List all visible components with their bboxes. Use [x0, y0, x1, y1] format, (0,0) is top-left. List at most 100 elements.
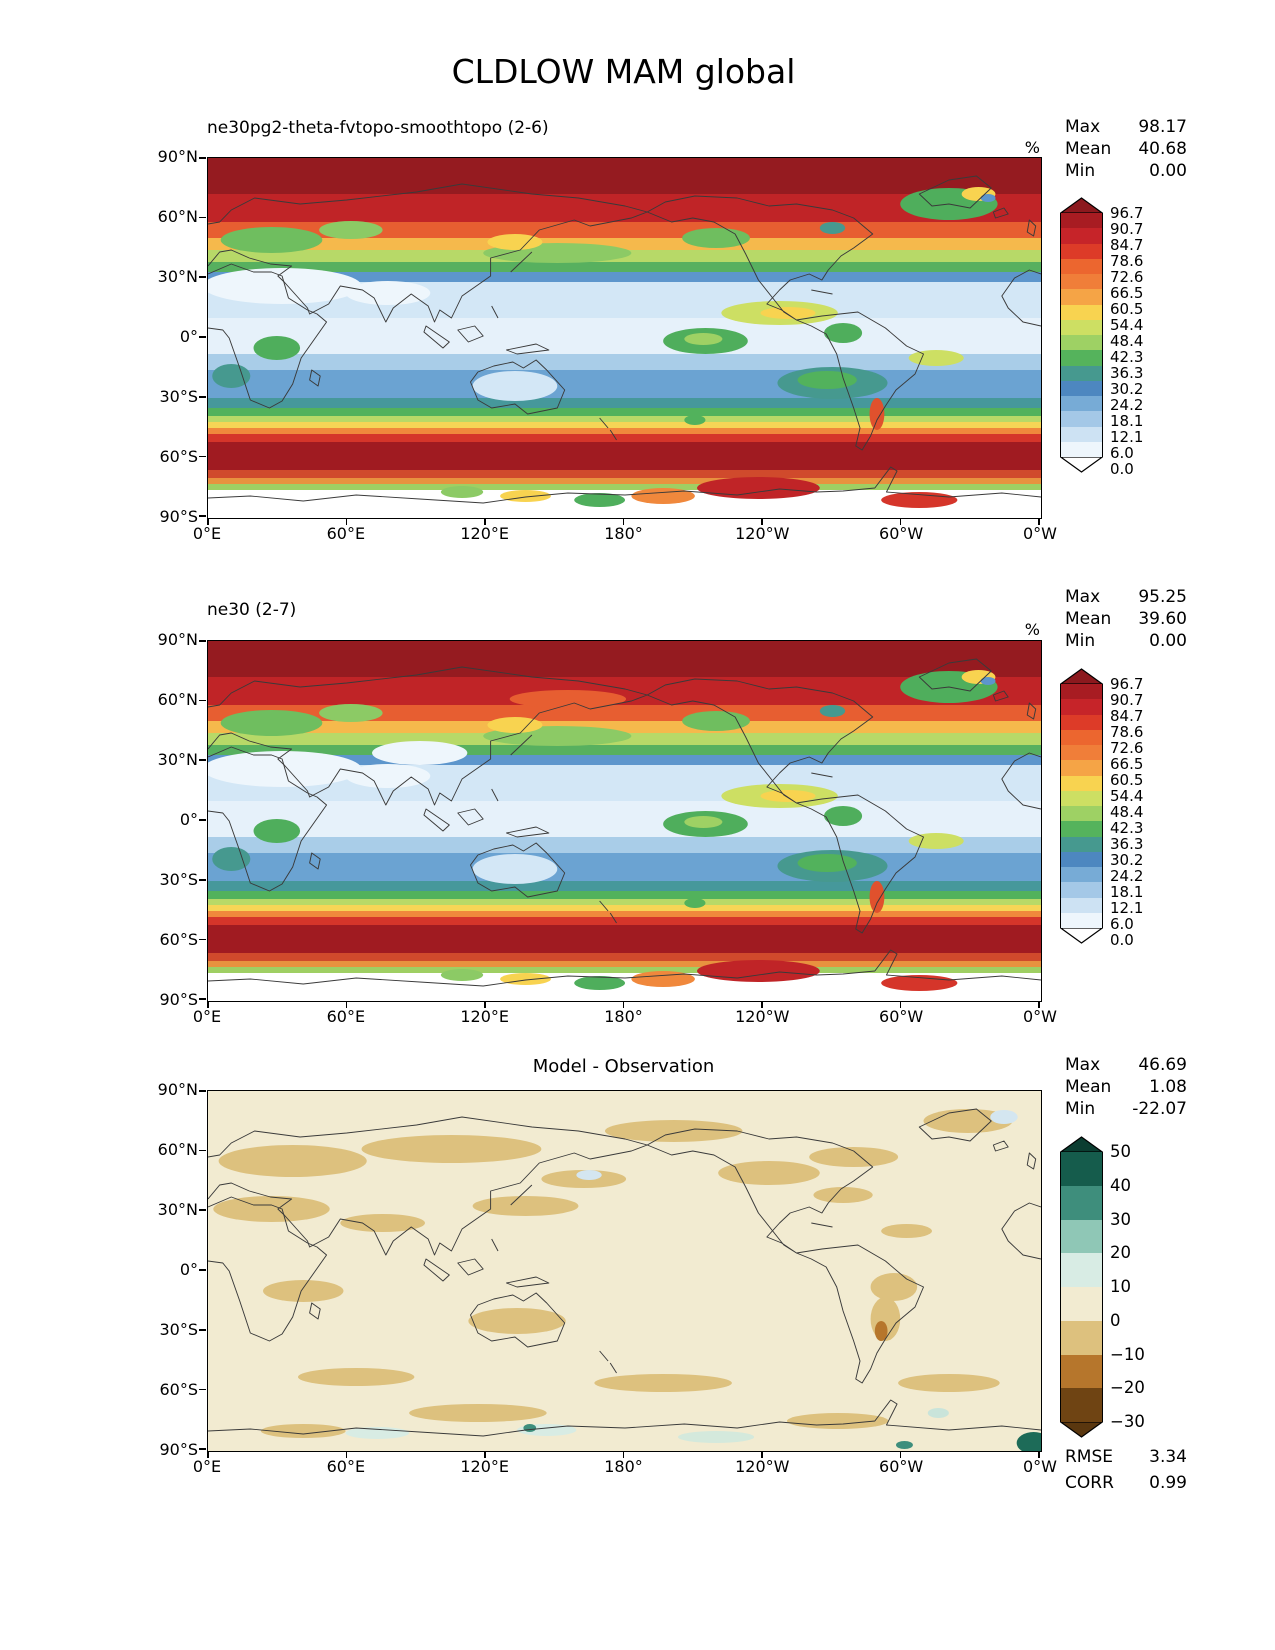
colorbar-tick-label: −20	[1110, 1378, 1145, 1398]
panel3-stats: Max 46.69 Mean 1.08 Min -22.07	[1065, 1054, 1187, 1120]
y-tick-label: 90°N	[157, 147, 198, 166]
x-tick-label: 180°	[604, 1457, 643, 1476]
colorbar-tick-label: 42.3	[1110, 348, 1144, 366]
panel3-y-tickmarks	[199, 1090, 206, 1450]
x-tick-label: 60°W	[879, 1007, 924, 1026]
x-tick-label: 60°E	[326, 1457, 366, 1476]
x-tick-label: 0°E	[192, 1007, 222, 1026]
stat-max-value: 95.25	[1138, 587, 1187, 607]
stat-mean-label: Mean	[1065, 139, 1112, 159]
y-tick-label: 90°S	[159, 1440, 198, 1459]
panel2-y-axis: 90°N 60°N 30°N 0° 30°S 60°S 90°S	[110, 631, 198, 1009]
stat-max-label: Max	[1065, 117, 1101, 137]
colorbar-tick-label: 42.3	[1110, 819, 1144, 837]
panel1-units-label: %	[1024, 138, 1040, 157]
colorbar-tick-label: 72.6	[1110, 268, 1144, 286]
panel2-x-tickmarks	[207, 1001, 1040, 1008]
colorbar-tick-label: 20	[1110, 1243, 1131, 1263]
colorbar-tick-label: 60.5	[1110, 300, 1144, 318]
colorbar-tick-label: 36.3	[1110, 364, 1144, 382]
stat-max-label: Max	[1065, 1055, 1101, 1075]
stat-min-value: -22.07	[1132, 1099, 1187, 1119]
y-tick-label: 30°S	[159, 1320, 198, 1339]
colorbar-tick-label: 18.1	[1110, 883, 1144, 901]
y-tick-label: 60°N	[157, 1140, 198, 1159]
stat-mean-value: 1.08	[1149, 1077, 1187, 1097]
colorbar-tick-label: 72.6	[1110, 739, 1144, 757]
colorbar-tick-label: 84.7	[1110, 236, 1144, 254]
colorbar-tick-label: 36.3	[1110, 835, 1144, 853]
colorbar-tick-label: 0	[1110, 1310, 1121, 1330]
stat-min-value: 0.00	[1149, 631, 1187, 651]
corr-value: 0.99	[1149, 1473, 1187, 1493]
stat-mean-label: Mean	[1065, 1077, 1112, 1097]
colorbar-tick-label: 48.4	[1110, 803, 1144, 821]
panel2-y-tickmarks	[199, 640, 206, 1000]
rmse-label: RMSE	[1065, 1447, 1114, 1467]
panel3-x-tickmarks	[207, 1451, 1040, 1458]
x-tick-label: 60°W	[879, 524, 924, 543]
rmse-value: 3.34	[1149, 1447, 1187, 1467]
x-tick-label: 120°E	[460, 1007, 509, 1026]
colorbar-tick-label: 6.0	[1110, 915, 1134, 933]
y-tick-label: 60°N	[157, 690, 198, 709]
x-tick-label: 0°W	[1022, 524, 1057, 543]
colorbar-tick-label: 6.0	[1110, 444, 1134, 462]
panel2-stats: Max 95.25 Mean 39.60 Min 0.00	[1065, 586, 1187, 652]
colorbar-tick-label: 96.7	[1110, 675, 1144, 693]
x-tick-label: 120°E	[460, 524, 509, 543]
x-tick-label: 0°W	[1022, 1457, 1057, 1476]
panel3-title: Model - Observation	[532, 1056, 715, 1077]
panel1-x-tickmarks	[207, 518, 1040, 525]
colorbar-tick-label: 24.2	[1110, 396, 1144, 414]
colorbar-tick-label: 30	[1110, 1209, 1131, 1229]
colorbar-tick-label: −10	[1110, 1344, 1145, 1364]
panel1-stats: Max 98.17 Mean 40.68 Min 0.00	[1065, 116, 1187, 182]
panel1-x-axis: 0°E 60°E 120°E 180° 120°W 60°W 0°W	[172, 524, 1075, 543]
panel1-map-canvas	[207, 157, 1042, 519]
colorbar-tick-label: 84.7	[1110, 707, 1144, 725]
x-tick-label: 120°E	[460, 1457, 509, 1476]
y-tick-label: 30°N	[157, 1200, 198, 1219]
stat-max-label: Max	[1065, 587, 1101, 607]
y-tick-label: 60°N	[157, 207, 198, 226]
stat-min-label: Min	[1065, 161, 1096, 181]
colorbar-tick-label: 90.7	[1110, 691, 1144, 709]
colorbar-tick-label: 90.7	[1110, 220, 1144, 238]
y-tick-label: 30°S	[159, 387, 198, 406]
figure-title: CLDLOW MAM global	[451, 52, 796, 91]
y-tick-label: 90°S	[159, 990, 198, 1009]
x-tick-label: 60°W	[879, 1457, 924, 1476]
y-tick-label: 30°N	[157, 750, 198, 769]
x-tick-label: 0°E	[192, 1457, 222, 1476]
colorbar-tick-label: 0.0	[1110, 460, 1134, 478]
colorbar-tick-label: 54.4	[1110, 787, 1144, 805]
panel2-colorbar-labels: 96.7 90.7 84.7 78.6 72.6 66.5 60.5 54.4 48.4 42.3…	[1110, 675, 1180, 948]
colorbar-tick-label: 0.0	[1110, 931, 1134, 949]
colorbar-tick-label: 10	[1110, 1277, 1131, 1296]
colorbar-tick-label: 40	[1110, 1175, 1131, 1195]
colorbar-tick-label: 96.7	[1110, 204, 1144, 222]
colorbar-tick-label: 60.5	[1110, 771, 1144, 789]
panel3-x-axis: 0°E 60°E 120°E 180° 120°W 60°W 0°W	[172, 1457, 1075, 1476]
y-tick-label: 0°	[179, 810, 198, 829]
colorbar-tick-label: 78.6	[1110, 252, 1144, 270]
colorbar-tick-label: 48.4	[1110, 332, 1144, 350]
panel3-map-canvas	[207, 1090, 1042, 1452]
panel1-colorbar	[1060, 197, 1103, 473]
x-tick-label: 60°E	[326, 1007, 366, 1026]
stat-min-value: 0.00	[1149, 161, 1187, 181]
panel2-title: ne30 (2-7)	[207, 600, 297, 620]
colorbar-tick-label: 54.4	[1110, 316, 1144, 334]
panel3-y-axis: 90°N 60°N 30°N 0° 30°S 60°S 90°S	[110, 1081, 198, 1459]
y-tick-label: 90°N	[157, 1080, 198, 1099]
colorbar-tick-label: 24.2	[1110, 867, 1144, 885]
y-tick-label: 90°S	[159, 507, 198, 526]
colorbar-tick-label: 66.5	[1110, 755, 1144, 773]
stat-min-label: Min	[1065, 631, 1096, 651]
panel1-y-tickmarks	[199, 157, 206, 517]
panel1-colorbar-labels: 96.7 90.7 84.7 78.6 72.6 66.5 60.5 54.4 48.4 42.3…	[1110, 204, 1180, 477]
y-tick-label: 60°S	[159, 1380, 198, 1399]
panel2-x-axis: 0°E 60°E 120°E 180° 120°W 60°W 0°W	[172, 1007, 1075, 1026]
